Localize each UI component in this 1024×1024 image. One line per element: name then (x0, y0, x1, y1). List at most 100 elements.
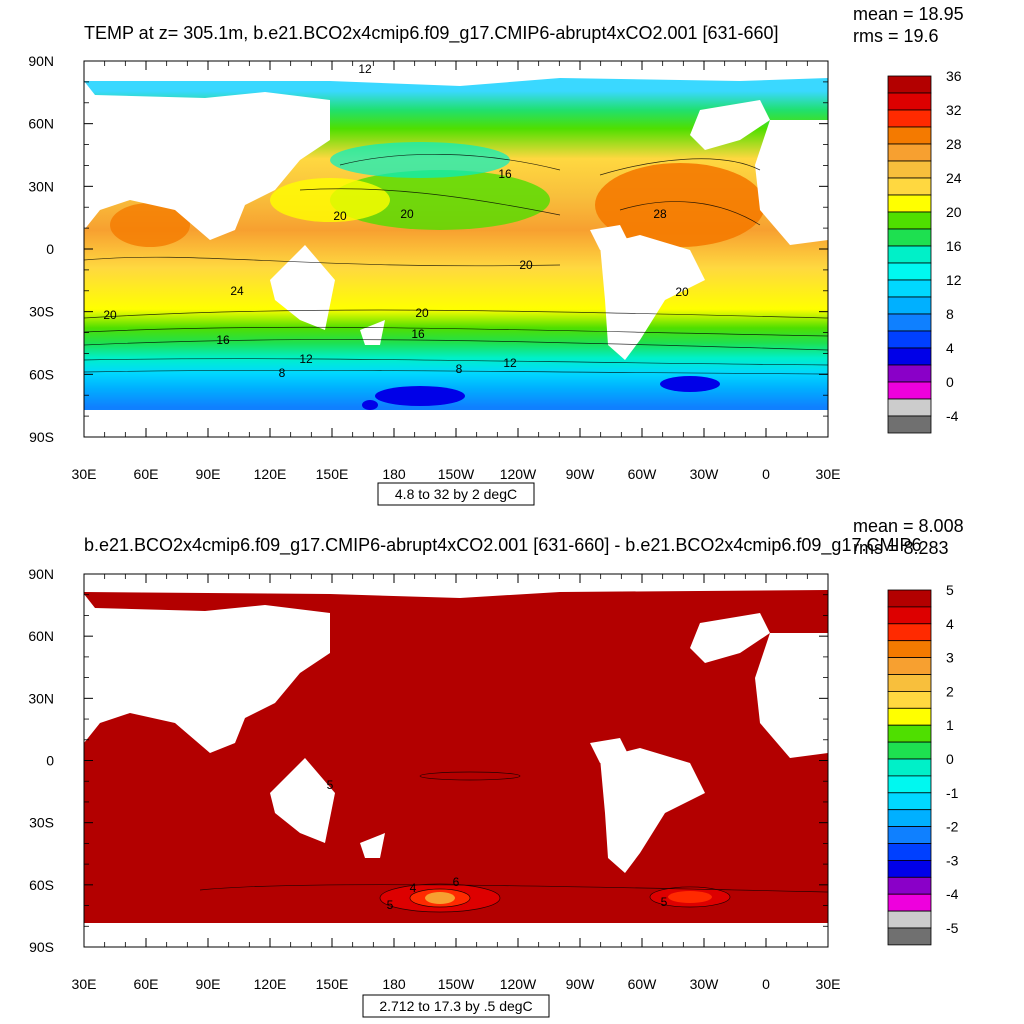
bottom-colorbar-swatch (887, 657, 932, 675)
top-colorbar-swatch (887, 398, 932, 417)
top-colorbar-swatch (887, 92, 932, 111)
bottom-colorbar-label: 2 (946, 683, 954, 699)
bottom-y-tick-label: 60N (28, 628, 54, 644)
top-contour-label: 8 (279, 366, 286, 380)
top-x-tick-label: 0 (762, 466, 770, 482)
top-x-tick-label: 60E (134, 466, 159, 482)
top-contour-info: 4.8 to 32 by 2 degC (395, 486, 517, 502)
top-y-tick-label: 30S (29, 304, 54, 320)
top-contour-label: 12 (503, 356, 517, 370)
top-contour-label: 28 (653, 207, 667, 221)
top-y-tick-label: 60N (28, 116, 54, 132)
bottom-map-field (84, 574, 828, 947)
top-contour-label: 20 (333, 209, 347, 223)
bottom-y-tick-label: 30N (28, 690, 54, 706)
bottom-colorbar-label: -3 (946, 852, 959, 868)
bottom-contour-info: 2.712 to 17.3 by .5 degC (379, 998, 532, 1014)
top-colorbar-swatch (887, 126, 932, 145)
bottom-colorbar-swatch (887, 792, 932, 811)
top-colorbar-swatch (887, 364, 932, 383)
bottom-x-tick-label: 60E (134, 976, 159, 992)
bottom-x-tick-label: 150E (316, 976, 349, 992)
top-colorbar-swatch (887, 109, 932, 128)
top-contour-label: 20 (103, 308, 117, 322)
bottom-y-tick-label: 30S (29, 815, 54, 831)
bottom-colorbar-label: 5 (946, 582, 954, 598)
top-colorbar-label: 24 (946, 170, 962, 186)
bottom-colorbar-swatch (887, 809, 932, 828)
top-colorbar-label: 8 (946, 306, 954, 322)
bottom-y-tick-label: 0 (46, 753, 54, 769)
top-contour-label: 16 (411, 327, 425, 341)
top-y-tick-label: 0 (46, 241, 54, 257)
top-y-tick-label: 90S (29, 429, 54, 445)
bottom-colorbar-label: 4 (946, 616, 954, 632)
top-colorbar-swatch (887, 245, 932, 264)
bottom-colorbar-swatch (887, 724, 932, 743)
top-x-tick-label: 30E (816, 466, 841, 482)
top-colorbar-label: 4 (946, 340, 954, 356)
top-colorbar-swatch (887, 160, 932, 179)
top-x-tick-label: 120E (254, 466, 287, 482)
bottom-y-tick-label: 90S (29, 939, 54, 955)
top-y-tick-label: 90N (28, 53, 54, 69)
top-colorbar-swatch (887, 262, 932, 281)
bottom-axes: 30E 60E 90E 120E 150E 180 150W 120W 90W 60W 30W 0 30… (28, 566, 840, 992)
top-colorbar-swatch (887, 381, 932, 400)
top-contour-label: 12 (358, 62, 372, 76)
top-x-tick-label: 120W (500, 466, 537, 482)
bottom-x-tick-label: 120E (254, 976, 287, 992)
bottom-colorbar-swatch (887, 707, 932, 726)
top-x-tick-label: 30W (690, 466, 720, 482)
top-contour-label: 12 (299, 352, 313, 366)
top-x-tick-label: 180 (382, 466, 406, 482)
top-contour-label: 20 (675, 285, 689, 299)
top-colorbar-label: 28 (946, 136, 962, 152)
top-colorbar-swatch (887, 177, 932, 196)
top-x-tick-label: 150W (438, 466, 475, 482)
bottom-x-tick-label: 90E (196, 976, 221, 992)
bottom-x-tick-label: 0 (762, 976, 770, 992)
bottom-contour-label: 5 (387, 898, 394, 912)
bottom-y-tick-label: 90N (28, 566, 54, 582)
top-contour-label: 8 (456, 362, 463, 376)
bottom-x-tick-label: 180 (382, 976, 406, 992)
bottom-colorbar-swatch (887, 758, 932, 777)
bottom-x-tick-label: 60W (628, 976, 658, 992)
bottom-colorbar-swatch (887, 606, 932, 625)
bottom-contour-label: 5 (661, 895, 668, 909)
bottom-colorbar: 5 4 3 2 1 0 -1 -2 -3 -4 -5 (887, 582, 959, 946)
bottom-title: b.e21.BCO2x4cmip6.f09_g17.CMIP6-abrupt4x… (84, 535, 921, 556)
bottom-colorbar-swatch (887, 691, 932, 709)
bottom-contour-label: 5 (327, 778, 334, 792)
top-contour-label: 20 (519, 258, 533, 272)
bottom-colorbar-swatch (887, 741, 932, 760)
top-colorbar-label: 20 (946, 204, 962, 220)
top-title: TEMP at z= 305.1m, b.e21.BCO2x4cmip6.f09… (84, 23, 779, 44)
bottom-contour-label: 4 (410, 881, 417, 895)
bottom-x-tick-label: 30E (816, 976, 841, 992)
bottom-colorbar-label: -1 (946, 785, 959, 801)
top-contour-label: 20 (400, 207, 414, 221)
top-colorbar-swatch (887, 296, 932, 315)
top-x-tick-label: 30E (72, 466, 97, 482)
top-y-tick-label: 30N (28, 178, 54, 194)
bottom-colorbar-label: 3 (946, 650, 954, 666)
top-contour-info-box (377, 482, 535, 506)
top-colorbar: 36 32 28 24 20 16 12 8 4 0 -4 (887, 68, 962, 434)
top-colorbar-label: 16 (946, 238, 962, 254)
top-contour-labels: 12 16 20 20 24 20 20 28 20 20 16 16 12 8 12 8 (103, 62, 689, 380)
bottom-colorbar-swatch (887, 843, 932, 861)
top-x-tick-label: 90E (196, 466, 221, 482)
bottom-y-tick-label: 60S (29, 877, 54, 893)
bottom-x-tick-label: 90W (566, 976, 596, 992)
bottom-colorbar-label: 1 (946, 717, 954, 733)
top-colorbar-label: -4 (946, 408, 959, 424)
bottom-colorbar-label: -5 (946, 920, 959, 936)
bottom-colorbar-swatch (887, 640, 932, 659)
bottom-colorbar-swatch (887, 589, 932, 608)
bottom-colorbar-swatch (887, 876, 932, 895)
bottom-x-tick-label: 30E (72, 976, 97, 992)
bottom-colorbar-swatch (887, 674, 932, 692)
top-colorbar-swatch (887, 330, 932, 349)
